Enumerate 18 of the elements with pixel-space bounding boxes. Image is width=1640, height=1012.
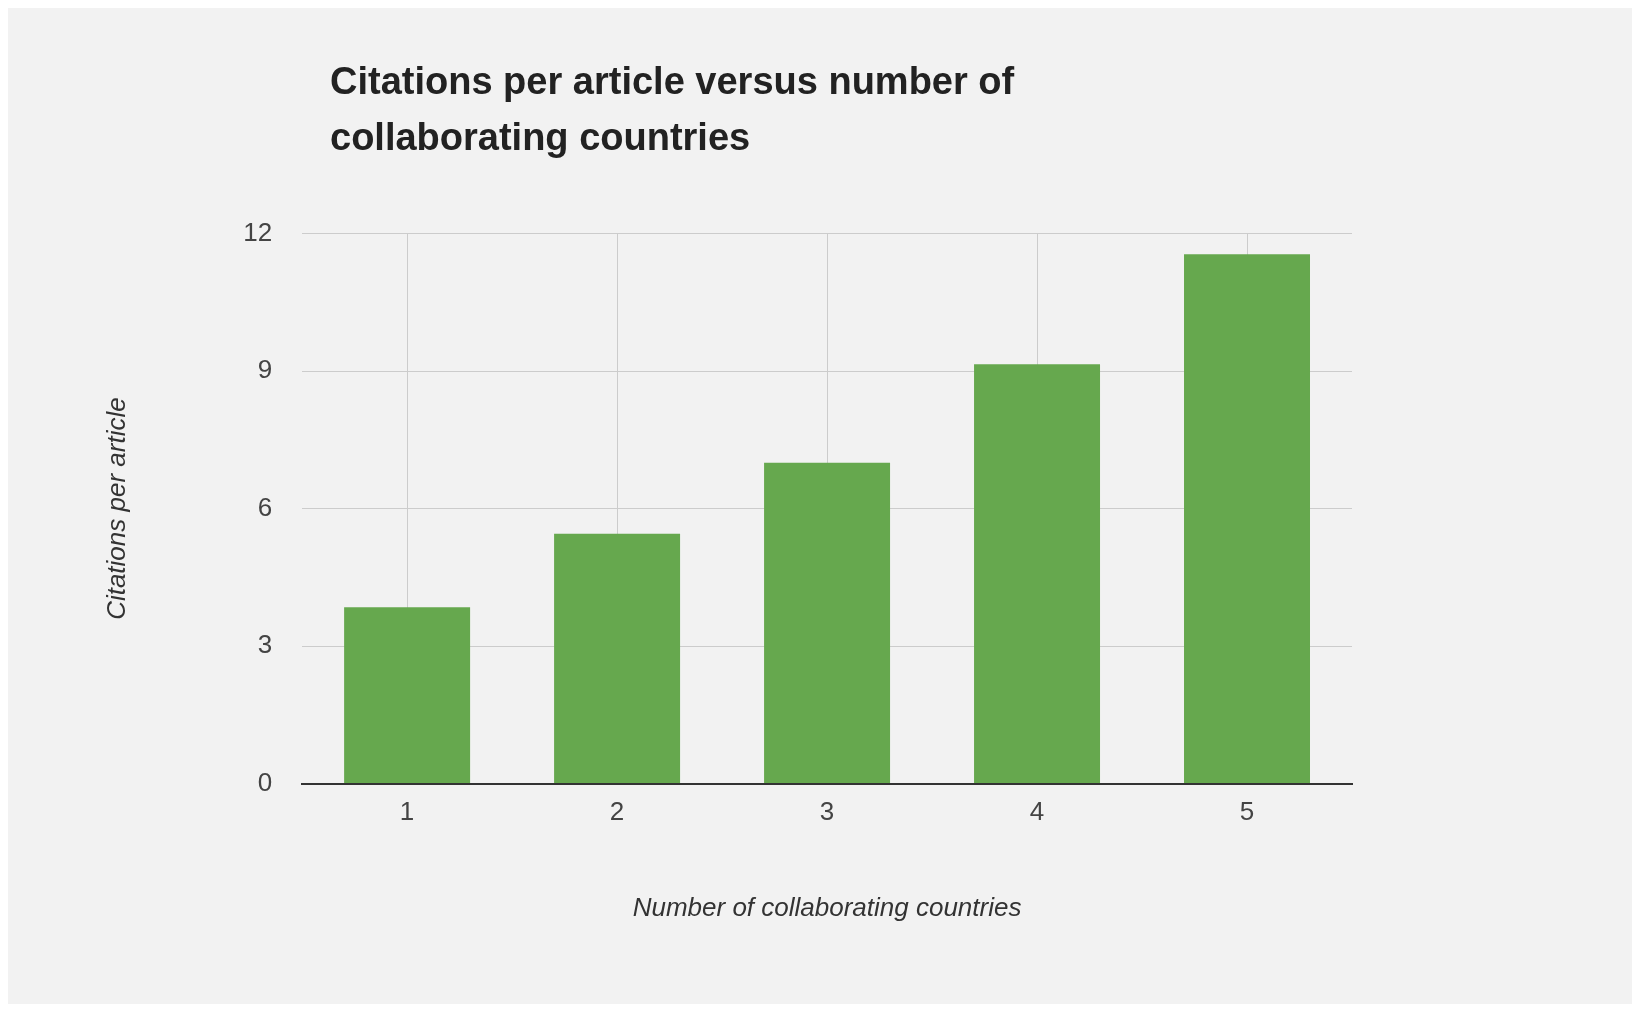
bar	[974, 364, 1101, 784]
y-tick-label: 0	[257, 766, 273, 797]
x-tick-label: 3	[819, 796, 835, 827]
y-tick-label: 3	[257, 629, 273, 660]
x-tick-label: 5	[1239, 796, 1255, 827]
bar	[344, 607, 471, 784]
x-tick-label: 2	[609, 796, 625, 827]
x-axis-title: Number of collaborating countries	[632, 891, 1022, 922]
bar	[1184, 254, 1311, 784]
y-axis-title: Citations per article	[100, 397, 131, 620]
y-tick-label: 9	[257, 354, 273, 385]
x-tick-label: 4	[1029, 796, 1045, 827]
bar	[554, 533, 681, 784]
y-tick-label: 6	[257, 491, 273, 522]
y-tick-label: 12	[243, 216, 273, 247]
x-tick-label: 1	[399, 796, 415, 827]
bar	[764, 462, 891, 784]
chart-title: Citations per article versus number of collaborating countries	[330, 59, 1016, 160]
